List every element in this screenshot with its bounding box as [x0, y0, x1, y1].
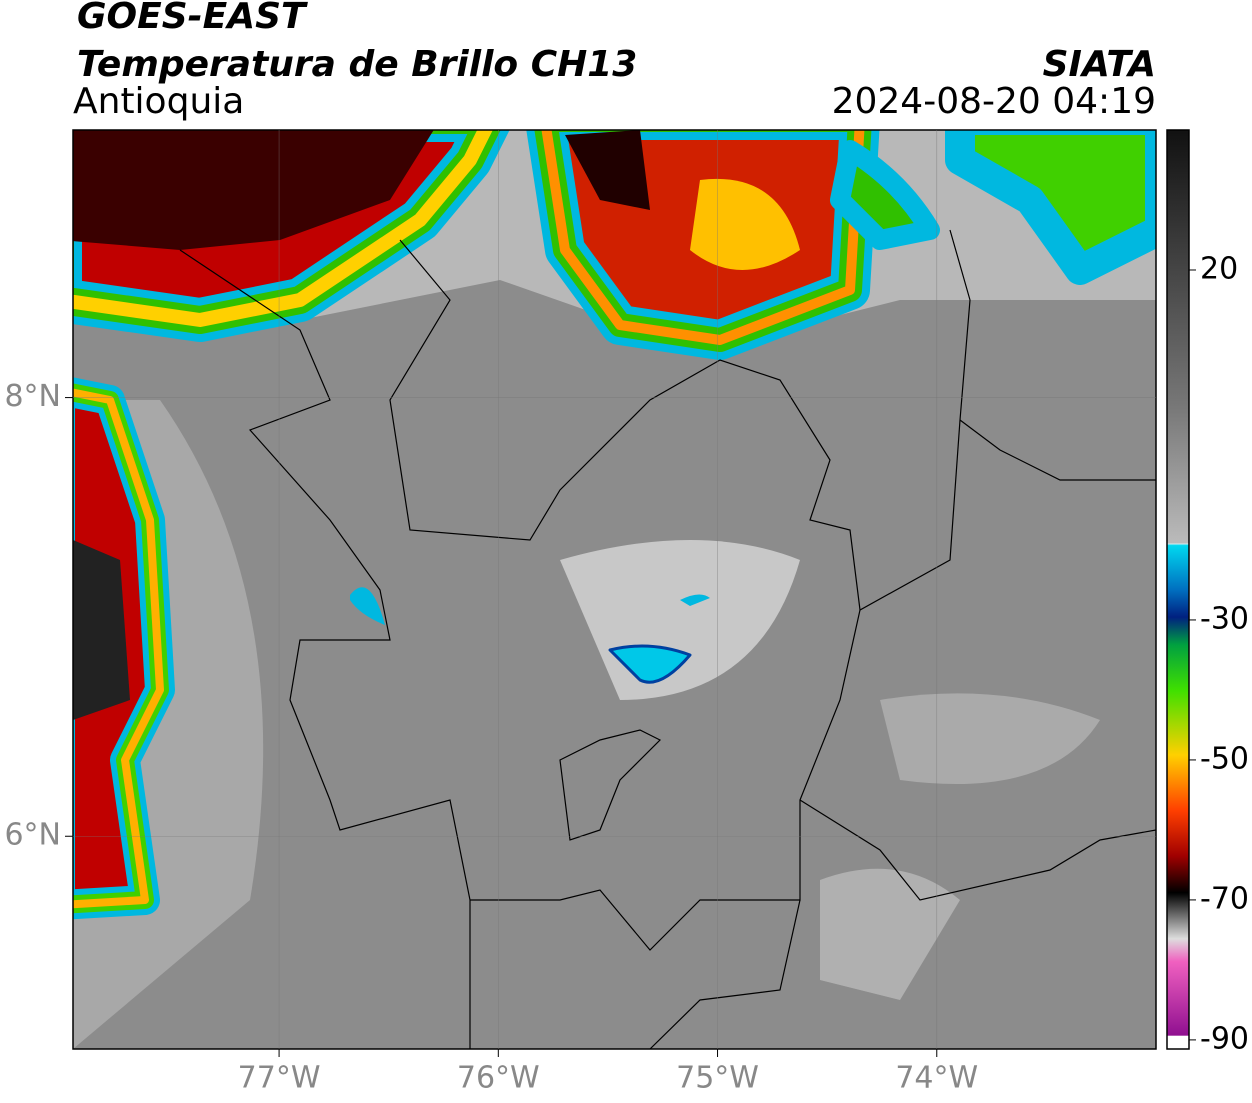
x-tick-label: 75°W — [676, 1061, 759, 1096]
timestamp: 2024-08-20 04:19 — [832, 81, 1156, 122]
colorbar-tick-label: 20 — [1200, 251, 1238, 286]
colorbar-tick-label: -70 — [1200, 881, 1249, 916]
y-tick-label: 8°N — [4, 379, 61, 414]
map-frame — [72, 129, 1157, 1050]
colorbar-tick-label: -90 — [1200, 1021, 1249, 1056]
imagery — [73, 130, 1156, 1049]
colorbar-tick-label: -50 — [1200, 741, 1249, 776]
subtitle: Temperatura de Brillo CH13 — [77, 44, 637, 85]
colorbar — [1166, 129, 1190, 1050]
x-tick-label: 77°W — [238, 1061, 321, 1096]
y-tick-label: 6°N — [4, 818, 61, 853]
x-tick-label: 74°W — [895, 1061, 978, 1096]
region: Antioquia — [73, 81, 244, 122]
title: GOES-EAST — [77, 0, 308, 37]
colorbar-tick-label: -30 — [1200, 601, 1249, 636]
x-tick-label: 76°W — [457, 1061, 540, 1096]
agency: SIATA — [1043, 44, 1156, 85]
